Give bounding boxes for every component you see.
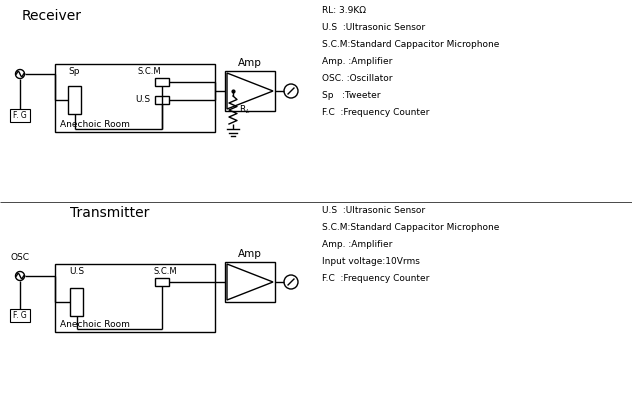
Bar (10, 109, 30, 122)
Text: OSC: OSC (11, 253, 30, 262)
Text: OSC. :Oscillator: OSC. :Oscillator (322, 74, 392, 83)
Bar (68, 86, 81, 114)
Circle shape (284, 84, 298, 98)
Text: U.S  :Ultrasonic Sensor: U.S :Ultrasonic Sensor (322, 23, 425, 32)
Text: F. G: F. G (13, 111, 27, 120)
Bar (55, 64, 215, 132)
Text: Anechoic Room: Anechoic Room (60, 120, 130, 129)
Text: U.S: U.S (135, 95, 150, 105)
Bar (10, 309, 30, 322)
Text: F.C  :Frequency Counter: F.C :Frequency Counter (322, 108, 429, 117)
Text: U.S: U.S (69, 267, 84, 276)
Text: U.S  :Ultrasonic Sensor: U.S :Ultrasonic Sensor (322, 206, 425, 215)
Text: RL: 3.9KΩ: RL: 3.9KΩ (322, 6, 366, 15)
Text: Anechoic Room: Anechoic Room (60, 320, 130, 329)
Bar (70, 288, 83, 316)
Text: F.C  :Frequency Counter: F.C :Frequency Counter (322, 274, 429, 283)
Text: Amp. :Amplifier: Amp. :Amplifier (322, 240, 392, 249)
Bar (225, 262, 275, 302)
Text: Receiver: Receiver (22, 9, 82, 23)
Text: S.C.M:Standard Cappacitor Microphone: S.C.M:Standard Cappacitor Microphone (322, 40, 499, 49)
Bar (155, 78, 169, 86)
Text: Amp: Amp (238, 249, 262, 259)
Bar (55, 264, 215, 332)
Text: Sp: Sp (69, 67, 80, 76)
Text: Amp: Amp (238, 58, 262, 68)
Bar (225, 71, 275, 111)
Text: S.C.M: S.C.M (153, 267, 176, 276)
Text: Transmitter: Transmitter (70, 206, 149, 220)
Text: Sp   :Tweeter: Sp :Tweeter (322, 91, 380, 100)
Text: Amp. :Amplifier: Amp. :Amplifier (322, 57, 392, 66)
Text: S.C.M:Standard Cappacitor Microphone: S.C.M:Standard Cappacitor Microphone (322, 223, 499, 232)
Text: F. G: F. G (13, 311, 27, 320)
Bar (155, 96, 169, 104)
Text: S.C.M: S.C.M (137, 67, 161, 76)
Text: R$_L$: R$_L$ (239, 104, 250, 116)
Bar (155, 278, 169, 286)
Text: Input voltage:10Vrms: Input voltage:10Vrms (322, 257, 420, 266)
Circle shape (284, 275, 298, 289)
